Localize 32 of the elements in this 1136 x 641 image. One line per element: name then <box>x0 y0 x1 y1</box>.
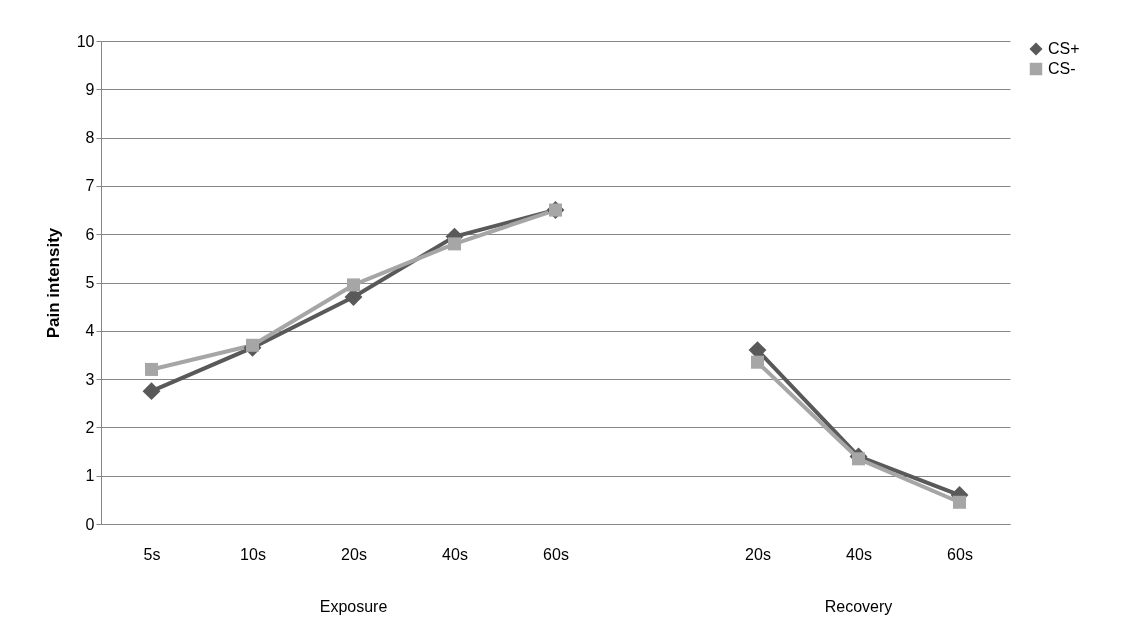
legend-label: CS+ <box>1048 40 1080 57</box>
x-tick-label: 20s <box>745 545 771 563</box>
x-tick-label: 60s <box>947 545 973 563</box>
x-tick-label: 40s <box>846 545 872 563</box>
text: Exposure <box>319 598 388 615</box>
y-tick-label: 9 <box>85 80 95 98</box>
point <box>851 452 866 466</box>
y-tick-label: 5 <box>85 274 95 291</box>
y-axis-title: Pain intensity <box>43 227 63 339</box>
point <box>346 278 361 292</box>
y-tick-label: 0 <box>85 515 95 533</box>
y-tick-label: 1 <box>85 467 95 485</box>
point <box>952 495 967 509</box>
point <box>447 237 462 251</box>
point <box>750 355 765 369</box>
x-tick-label: 5s <box>143 545 161 563</box>
y-tick-label: 6 <box>85 225 95 243</box>
point <box>142 382 161 401</box>
y-tick-label: 7 <box>85 177 95 195</box>
text: Recovery <box>824 598 893 615</box>
legend-label: CS- <box>1048 60 1076 77</box>
y-tick-label: 2 <box>85 418 95 436</box>
y-tick-label: 10 <box>76 32 95 50</box>
point <box>245 338 260 352</box>
x-tick-label: 10s <box>240 545 266 563</box>
y-tick-label: 3 <box>85 370 95 388</box>
point <box>144 362 159 376</box>
y-tick-label: 4 <box>85 322 95 340</box>
y-tick-label: 8 <box>85 129 95 147</box>
x-tick-label: 40s <box>442 545 468 563</box>
x-tick-label: 20s <box>341 545 367 563</box>
x-tick-label: 60s <box>543 545 569 563</box>
